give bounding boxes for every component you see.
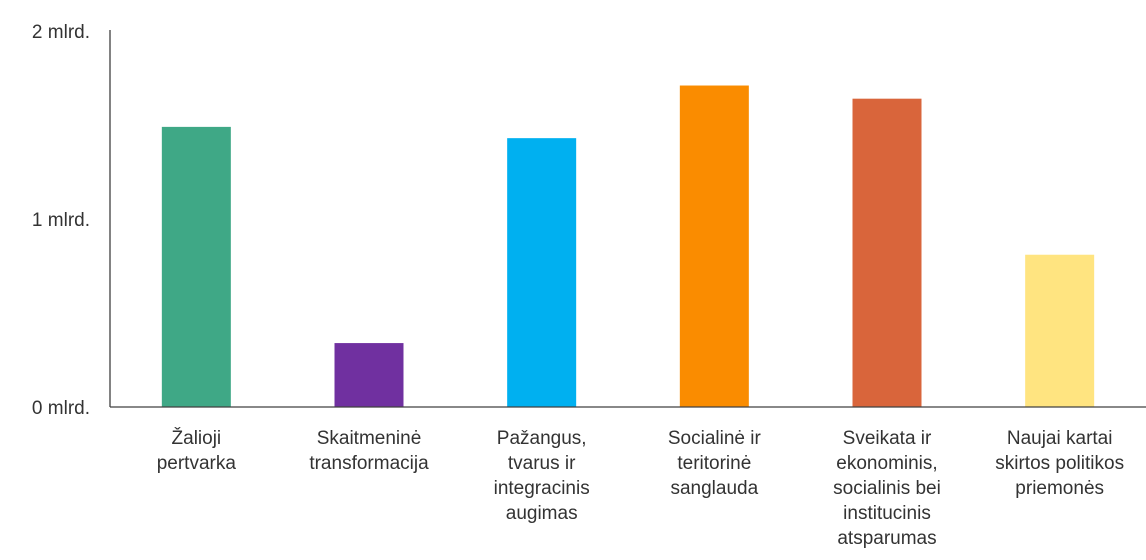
x-tick-label: Socialinė ir teritorinė sanglauda	[668, 428, 762, 499]
y-tick-label: 2 mlrd.	[32, 22, 90, 43]
x-tick-label-line: Žalioji	[172, 427, 222, 449]
y-tick-label: 0 mlrd.	[32, 398, 90, 419]
bar	[852, 98, 922, 408]
x-tick-label-line: atsparumas	[837, 528, 936, 549]
x-tick-label-line: institucinis	[843, 503, 931, 524]
x-tick-label-line: pertvarka	[157, 453, 237, 474]
x-tick-label-line: integracinis	[494, 478, 590, 499]
x-tick-label-line: Skaitmeninė	[317, 428, 422, 449]
x-tick-label-line: tvarus ir	[508, 453, 576, 474]
x-tick-label: Žalioji pertvarka	[157, 427, 237, 474]
x-axis-labels: Žalioji pertvarka Skaitmeninė transformacij…	[157, 427, 1124, 549]
x-tick-label-line: sanglauda	[670, 478, 758, 499]
x-tick-label: Naujai kartai skirtos politikos priemonės	[995, 428, 1124, 499]
x-tick-label-line: transformacija	[309, 453, 429, 474]
x-tick-label: Pažangus, tvarus ir integracinis augimas	[494, 428, 590, 524]
x-tick-label: Skaitmeninė transformacija	[309, 428, 429, 474]
y-tick-label: 1 mlrd.	[32, 210, 90, 231]
x-tick-label-line: skirtos politikos	[995, 453, 1124, 474]
x-tick-label-line: ekonominis,	[836, 453, 937, 474]
bar	[334, 343, 404, 407]
x-tick-label-line: augimas	[506, 503, 578, 524]
x-tick-label-line: Naujai kartai	[1007, 428, 1113, 449]
bar	[1025, 254, 1095, 407]
x-tick-label-line: Sveikata ir	[843, 428, 932, 449]
bar	[679, 85, 749, 408]
y-axis-ticks: 0 mlrd. 1 mlrd. 2 mlrd.	[32, 22, 90, 419]
bar	[507, 138, 577, 407]
x-tick-label-line: Pažangus,	[497, 428, 587, 449]
bar	[161, 126, 231, 407]
bars	[161, 85, 1095, 408]
x-tick-label-line: socialinis bei	[833, 478, 941, 499]
x-tick-label-line: teritorinė	[677, 453, 751, 474]
x-tick-label: Sveikata ir ekonominis, socialinis bei inst…	[833, 428, 941, 549]
x-tick-label-line: priemonės	[1015, 478, 1104, 499]
x-tick-label-line: Socialinė ir	[668, 428, 762, 449]
